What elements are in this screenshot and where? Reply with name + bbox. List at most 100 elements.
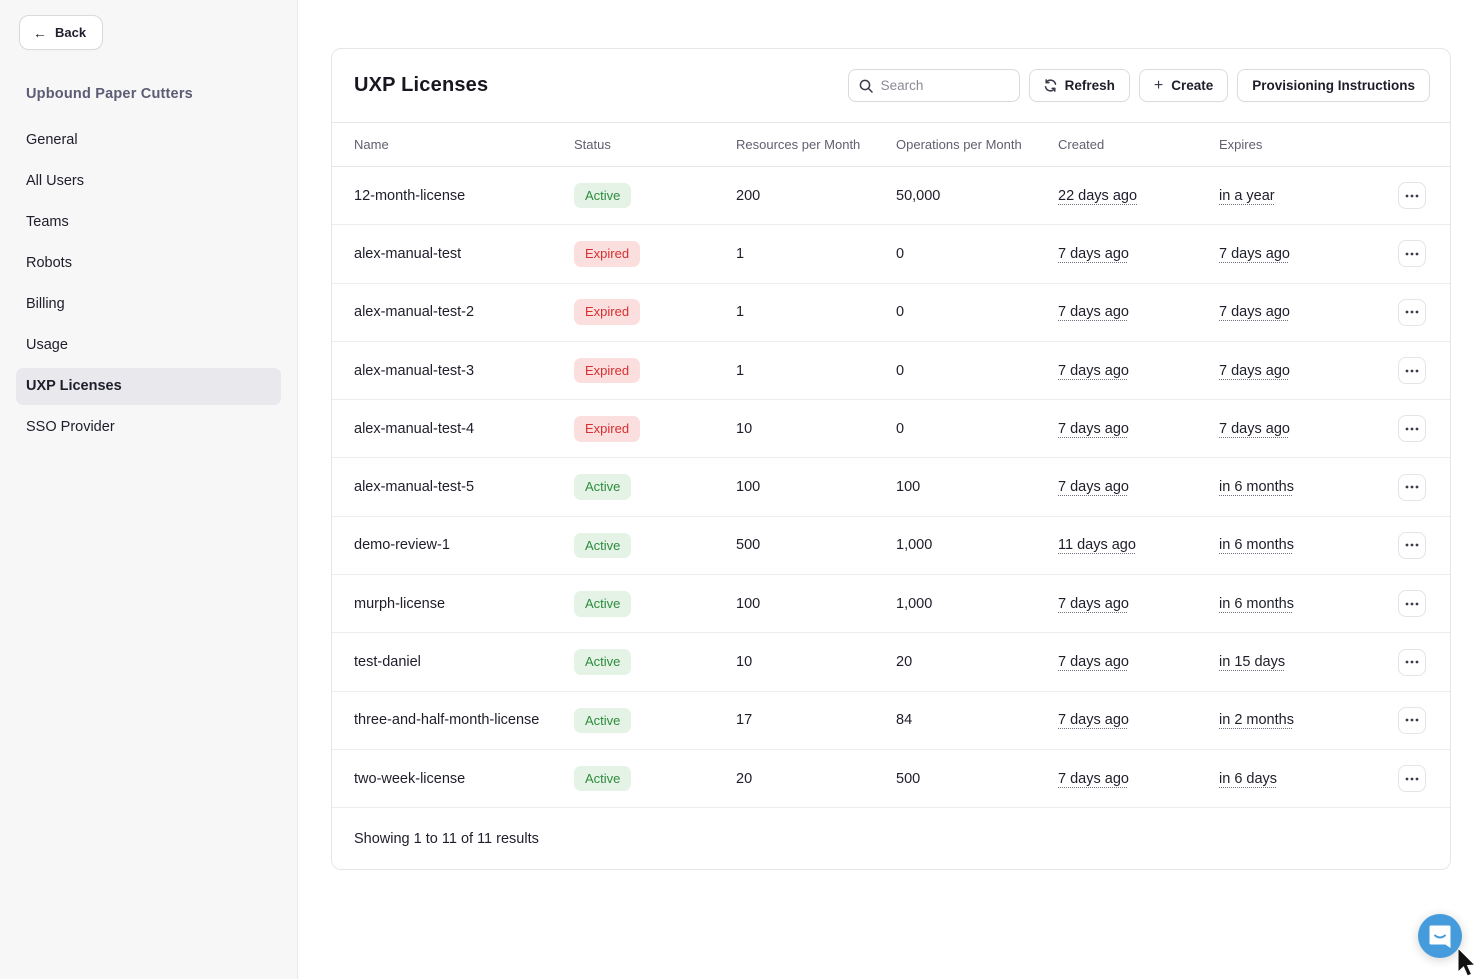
search-icon xyxy=(859,79,873,93)
operations-per-month: 1,000 xyxy=(896,537,933,554)
main-content: UXP Licenses xyxy=(298,0,1484,979)
chat-launcher-button[interactable] xyxy=(1418,914,1462,958)
row-actions-button[interactable] xyxy=(1398,182,1426,210)
sidebar-item-billing[interactable]: Billing xyxy=(26,296,65,312)
created-timestamp: 7 days ago xyxy=(1058,595,1129,612)
status-badge: Active xyxy=(574,182,632,209)
row-actions-button[interactable] xyxy=(1398,298,1426,326)
row-actions-button[interactable] xyxy=(1398,765,1426,793)
back-label: Back xyxy=(55,25,87,40)
expires-timestamp: in 6 months xyxy=(1219,537,1294,554)
table-row: three-and-half-month-license Active 17 84 7 … xyxy=(332,692,1450,750)
org-title: Upbound Paper Cutters xyxy=(26,86,193,102)
created-timestamp: 7 days ago xyxy=(1058,712,1129,729)
created-timestamp: 7 days ago xyxy=(1058,245,1129,262)
license-name: alex-manual-test xyxy=(354,245,462,262)
operations-per-month: 500 xyxy=(896,770,921,787)
row-actions-button[interactable] xyxy=(1398,473,1426,501)
row-actions-button[interactable] xyxy=(1398,415,1426,443)
resources-per-month: 1 xyxy=(736,362,745,379)
status-badge: Active xyxy=(574,649,632,675)
operations-per-month: 84 xyxy=(896,712,913,729)
created-timestamp: 7 days ago xyxy=(1058,479,1129,496)
ellipsis-icon xyxy=(1405,369,1419,372)
row-actions-button[interactable] xyxy=(1398,357,1426,385)
table-footer: Showing 1 to 11 of 11 results xyxy=(332,808,1450,869)
resources-per-month: 10 xyxy=(736,420,753,437)
license-name: murph-license xyxy=(354,595,446,612)
results-count: Showing 1 to 11 of 11 results xyxy=(354,830,539,847)
operations-per-month: 1,000 xyxy=(896,595,933,612)
table-row: demo-review-1 Active 500 1,000 11 days ago in… xyxy=(332,517,1450,576)
search-box[interactable] xyxy=(847,69,1020,102)
column-header-name: Name xyxy=(354,137,389,152)
status-badge: Expired xyxy=(574,416,641,442)
ellipsis-icon xyxy=(1405,252,1419,256)
operations-per-month: 0 xyxy=(896,362,905,379)
ellipsis-icon xyxy=(1405,485,1419,489)
created-timestamp: 7 days ago xyxy=(1058,770,1129,787)
column-header-created: Created xyxy=(1058,137,1105,152)
expires-timestamp: in 6 months xyxy=(1219,595,1294,612)
resources-per-month: 17 xyxy=(736,712,753,729)
operations-per-month: 0 xyxy=(896,245,905,262)
resources-per-month: 1 xyxy=(736,304,745,321)
resources-per-month: 100 xyxy=(736,595,761,612)
resources-per-month: 20 xyxy=(736,770,753,787)
ellipsis-icon xyxy=(1405,718,1419,722)
back-button[interactable]: ← Back xyxy=(19,15,104,50)
ellipsis-icon xyxy=(1405,660,1419,664)
license-name: alex-manual-test-3 xyxy=(354,362,475,379)
chat-bubble-icon xyxy=(1429,925,1451,948)
ellipsis-icon xyxy=(1405,777,1419,781)
sidebar-item-uxp-licenses[interactable]: UXP Licenses xyxy=(16,368,281,405)
license-name: alex-manual-test-4 xyxy=(354,420,475,437)
table-row: alex-manual-test-5 Active 100 100 7 days ago… xyxy=(332,458,1450,517)
row-actions-button[interactable] xyxy=(1398,648,1426,676)
sidebar-item-teams[interactable]: Teams xyxy=(26,214,69,230)
refresh-icon xyxy=(1044,79,1056,92)
sidebar-item-usage[interactable]: Usage xyxy=(26,337,68,353)
status-badge: Active xyxy=(574,532,632,559)
status-badge: Expired xyxy=(574,357,641,384)
table-body: 12-month-license Active 200 50,000 22 days a… xyxy=(332,167,1450,809)
created-timestamp: 7 days ago xyxy=(1058,362,1129,379)
search-input[interactable] xyxy=(880,78,1009,93)
refresh-button[interactable]: Refresh xyxy=(1028,69,1130,102)
status-badge: Expired xyxy=(574,299,641,326)
status-badge: Active xyxy=(574,707,632,734)
license-name: test-daniel xyxy=(354,654,421,671)
sidebar-item-robots[interactable]: Robots xyxy=(26,255,72,271)
row-actions-button[interactable] xyxy=(1398,590,1426,618)
row-actions-button[interactable] xyxy=(1398,531,1426,559)
operations-per-month: 100 xyxy=(896,479,921,496)
license-name: alex-manual-test-2 xyxy=(354,304,475,321)
ellipsis-icon xyxy=(1405,194,1419,198)
column-header-expires: Expires xyxy=(1219,137,1263,152)
ellipsis-icon xyxy=(1405,427,1419,431)
created-timestamp: 22 days ago xyxy=(1058,187,1138,204)
table-row: alex-manual-test-3 Expired 1 0 7 days ago 7 d… xyxy=(332,342,1450,401)
row-actions-button[interactable] xyxy=(1398,706,1426,734)
provisioning-instructions-button[interactable]: Provisioning Instructions xyxy=(1237,69,1430,102)
expires-timestamp: in 6 days xyxy=(1219,770,1278,787)
table-header-row: Name Status Resources per Month Operations … xyxy=(332,122,1450,167)
status-badge: Active xyxy=(574,765,632,792)
created-timestamp: 11 days ago xyxy=(1058,537,1136,554)
sidebar-item-sso-provider[interactable]: SSO Provider xyxy=(26,419,115,435)
resources-per-month: 100 xyxy=(736,479,761,496)
create-button[interactable]: + Create xyxy=(1138,69,1229,102)
created-timestamp: 7 days ago xyxy=(1058,304,1129,321)
expires-timestamp: in 2 months xyxy=(1219,712,1294,729)
row-actions-button[interactable] xyxy=(1398,240,1426,268)
column-header-operations-per-month: Operations per Month xyxy=(896,137,1022,152)
resources-per-month: 200 xyxy=(736,187,761,204)
table-row: 12-month-license Active 200 50,000 22 days a… xyxy=(332,167,1450,226)
status-badge: Active xyxy=(574,590,632,617)
expires-timestamp: in 15 days xyxy=(1219,654,1286,671)
sidebar-item-all-users[interactable]: All Users xyxy=(26,173,85,189)
sidebar-item-general[interactable]: General xyxy=(26,132,78,148)
ellipsis-icon xyxy=(1405,310,1419,314)
ellipsis-icon xyxy=(1405,544,1419,547)
resources-per-month: 10 xyxy=(736,654,753,671)
